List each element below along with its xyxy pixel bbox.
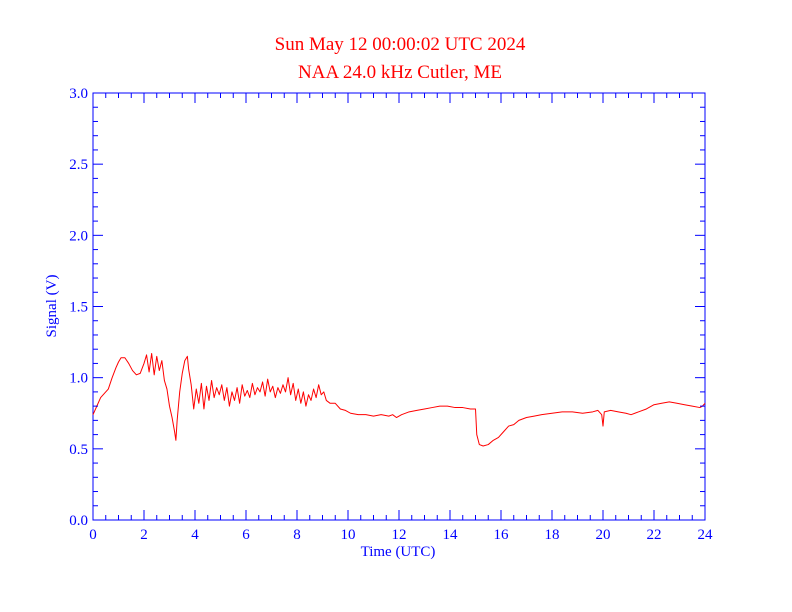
- x-axis-label: Time (UTC): [361, 544, 436, 560]
- plot-area: [92, 92, 706, 521]
- x-tick-label: 0: [89, 527, 97, 543]
- x-tick-label: 24: [698, 527, 714, 543]
- y-tick-label: 1.5: [69, 300, 88, 316]
- chart-title: Sun May 12 00:00:02 UTC 2024: [275, 34, 526, 55]
- x-tick-label: 6: [242, 527, 250, 543]
- x-tick-label: 12: [392, 527, 407, 543]
- y-tick-label: 0.5: [69, 442, 88, 458]
- x-tick-label: 14: [443, 527, 459, 543]
- x-tick-label: 2: [140, 527, 148, 543]
- y-tick-label: 0.0: [69, 513, 88, 529]
- y-tick-label: 1.0: [69, 371, 88, 387]
- tick-labels: 0 2 4 6 8 10 12 14 16 18 20 22 240.00.51.01.52.02.53…: [69, 86, 713, 543]
- x-tick-label: 8: [293, 527, 301, 543]
- chart-subtitle: NAA 24.0 kHz Cutler, ME: [298, 62, 502, 83]
- y-axis-label: Signal (V): [44, 275, 60, 338]
- plot-frame: [92, 92, 706, 521]
- x-tick-label: 4: [191, 527, 199, 543]
- x-tick-label: 18: [545, 527, 560, 543]
- y-tick-label: 2.0: [69, 228, 88, 244]
- signal-series-line: [92, 352, 706, 447]
- x-tick-label: 22: [647, 527, 662, 543]
- y-tick-label: 2.5: [69, 157, 88, 173]
- y-tick-label: 3.0: [69, 86, 88, 102]
- x-tick-label: 20: [596, 527, 611, 543]
- x-tick-label: 16: [494, 527, 510, 543]
- axis-ticks: [92, 92, 706, 521]
- x-tick-label: 10: [341, 527, 356, 543]
